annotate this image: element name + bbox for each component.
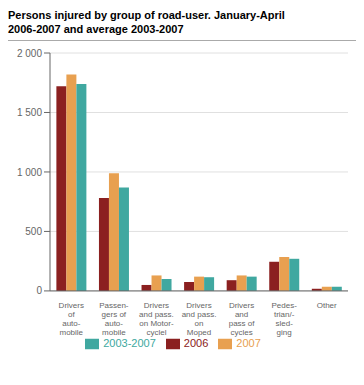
svg-text:2 000: 2 000	[17, 48, 42, 59]
html-text:Persons injured by group of ro: Persons injured by group of road-user. J…	[8, 9, 285, 21]
html-text:2003-2007: 2003-2007	[103, 336, 156, 349]
svg-text:1 000: 1 000	[17, 167, 42, 178]
svg-text:1 500: 1 500	[17, 107, 42, 118]
svg-text:Other: Other	[317, 301, 337, 310]
html-text:2007: 2007	[236, 336, 261, 349]
svg-text:500: 500	[25, 226, 42, 237]
svg-text:Driversofauto-mobile: Driversofauto-mobile	[59, 301, 84, 337]
svg-text:0: 0	[36, 285, 42, 296]
svg-text:Pedes-trian/-sled-ging: Pedes-trian/-sled-ging	[271, 301, 297, 337]
svg-text:Driversandpass ofcycles: Driversandpass ofcycles	[229, 301, 256, 337]
html-text:2006-2007 and average 2003-200: 2006-2007 and average 2003-2007	[8, 23, 184, 35]
svg-text:Driversand pass.onMoped: Driversand pass.onMoped	[182, 301, 217, 337]
svg-text:Passen-gers ofauto-mobile: Passen-gers ofauto-mobile	[99, 301, 129, 337]
svg-text:Driversand pass.on Motor-cycle: Driversand pass.on Motor-cyclel	[139, 301, 174, 337]
html-text:2006: 2006	[183, 336, 209, 349]
